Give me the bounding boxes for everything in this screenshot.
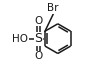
Text: HO: HO <box>12 34 28 44</box>
Text: O: O <box>34 16 43 26</box>
Text: O: O <box>34 51 43 61</box>
Text: Br: Br <box>47 3 59 13</box>
Text: S: S <box>35 32 42 45</box>
